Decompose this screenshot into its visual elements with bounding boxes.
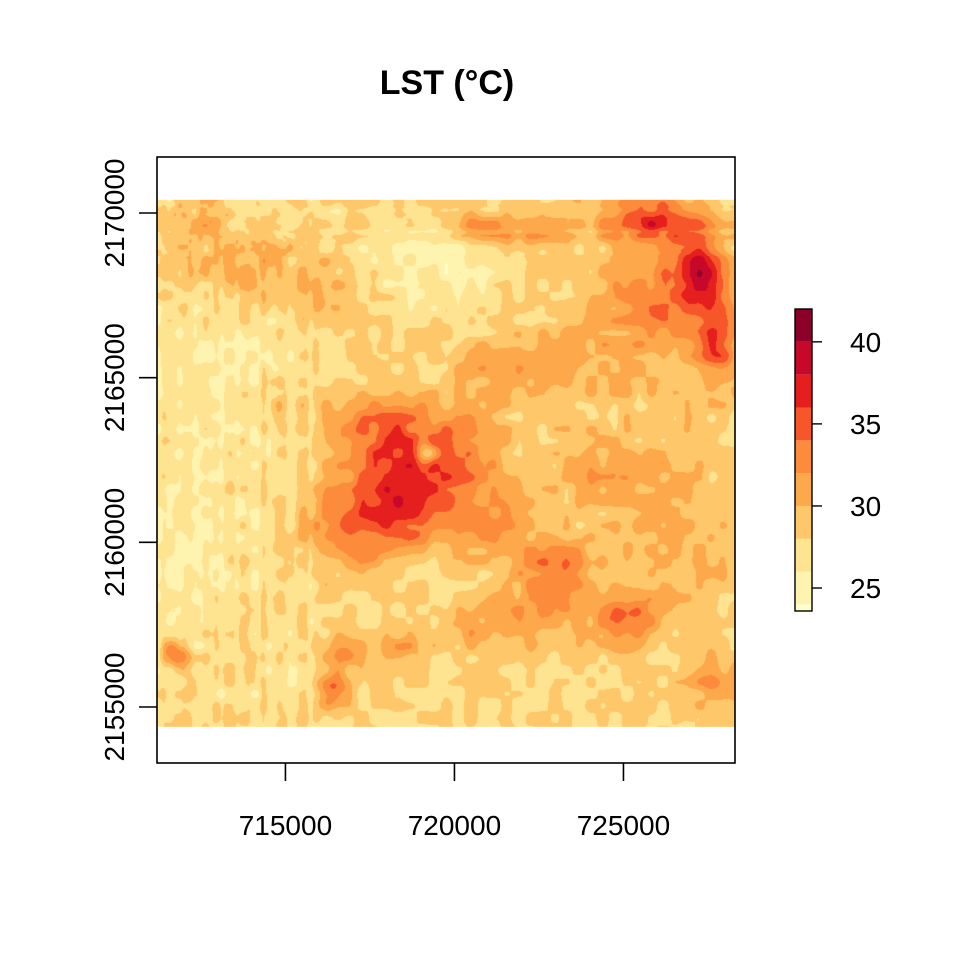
y-axis: 2155000 2160000 2165000 2170000 [99,158,157,762]
y-tick-label: 2160000 [99,488,130,597]
legend-tick-label: 40 [850,327,881,358]
legend-swatch [795,473,812,506]
y-tick-label: 2165000 [99,323,130,432]
legend-swatch [795,309,812,342]
y-tick-label: 2170000 [99,158,130,267]
legend-swatch [795,505,812,539]
lst-raster-image [157,199,735,727]
y-tick-label: 2155000 [99,653,130,762]
legend-swatch [795,571,812,605]
chart-title: LST (°C) [380,64,514,102]
legend-swatch [795,341,812,375]
lst-raster [157,199,735,727]
x-tick-label: 725000 [577,810,670,841]
legend-swatch [795,604,812,611]
legend-swatch [795,440,812,474]
legend-tick-label: 30 [850,491,881,522]
legend-frame [794,308,813,612]
legend-swatch [795,538,812,572]
x-tick-label: 720000 [408,810,501,841]
legend-tick-label: 25 [850,573,881,604]
x-axis: 715000 720000 725000 [239,763,670,841]
legend-tick-label: 35 [850,409,881,440]
plot-frame [156,156,736,764]
color-legend: 25 30 35 40 [794,308,881,612]
legend-swatch [795,407,812,441]
legend-swatch [795,374,812,408]
x-tick-label: 715000 [239,810,332,841]
